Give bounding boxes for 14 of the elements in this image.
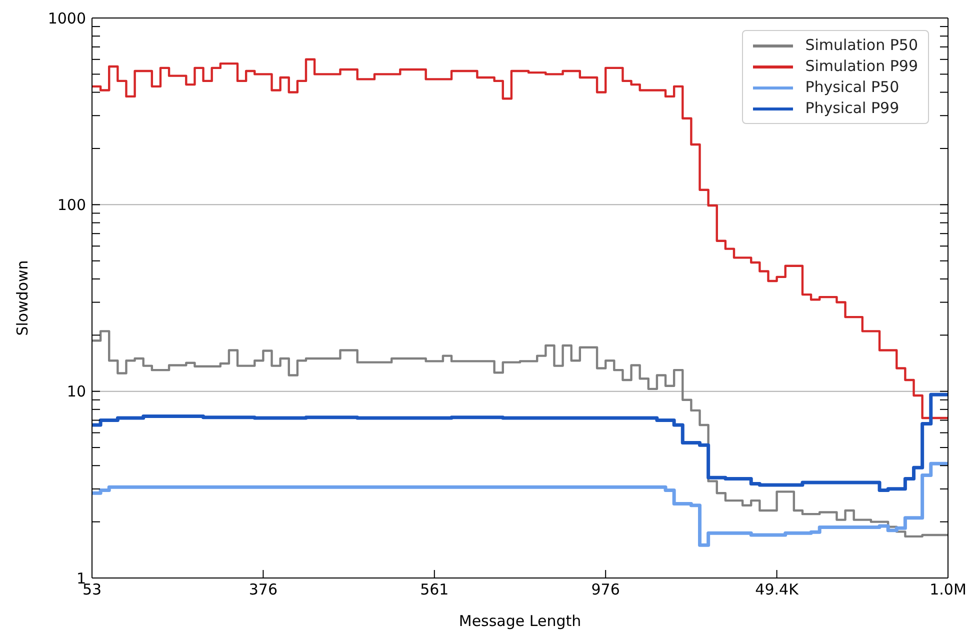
y-tick-label: 1000 — [48, 9, 86, 28]
x-axis-title: Message Length — [458, 612, 582, 630]
y-tick-label: 100 — [57, 196, 86, 214]
y-axis-title: Slowdown — [13, 260, 32, 336]
legend-label: Physical P99 — [805, 98, 900, 119]
x-tick-label: 561 — [420, 580, 449, 599]
x-tick-label: 976 — [591, 580, 620, 599]
y-tick-label: 10 — [66, 382, 86, 401]
x-tick-label: 376 — [248, 580, 278, 599]
x-tick-label: 1.0M — [930, 580, 966, 599]
legend-label: Simulation P50 — [805, 35, 918, 56]
legend-label: Simulation P99 — [805, 56, 918, 77]
legend-label: Physical P50 — [805, 77, 900, 98]
x-tick-label: 49.4K — [755, 580, 800, 599]
